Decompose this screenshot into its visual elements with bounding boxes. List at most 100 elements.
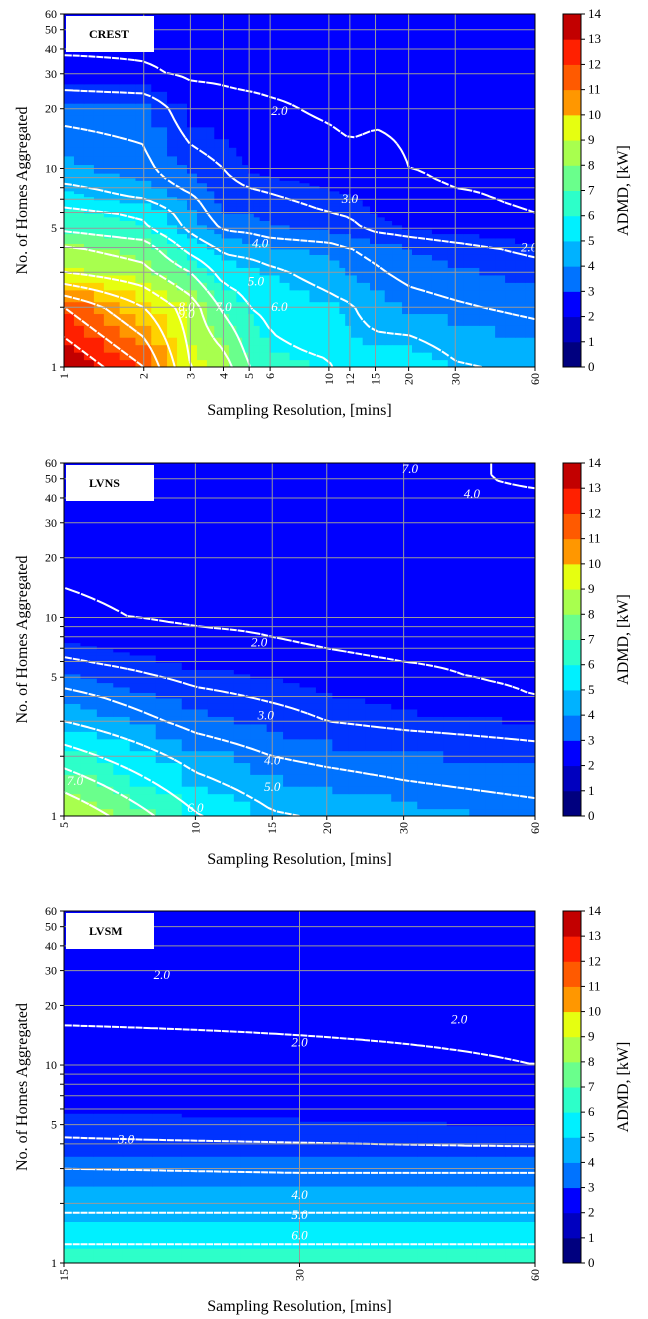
heatmap-cell — [113, 634, 131, 638]
heatmap-cell — [469, 563, 487, 577]
heatmap-cell — [283, 658, 301, 663]
heatmap-cell — [93, 190, 105, 195]
heatmap-cell — [329, 196, 340, 201]
heatmap-cell — [339, 188, 346, 192]
heatmap-cell — [345, 289, 352, 303]
heatmap-cell — [339, 254, 346, 261]
heatmap-cell — [167, 44, 178, 51]
heatmap-cell — [122, 1248, 153, 1257]
heatmap-cell — [370, 274, 378, 283]
heatmap-cell — [250, 682, 268, 688]
heatmap-cell — [476, 1163, 507, 1172]
heatmap-cell — [167, 83, 178, 92]
heatmap-cell — [103, 213, 121, 218]
heatmap-cell — [351, 259, 358, 268]
heatmap-cell — [80, 642, 98, 647]
heatmap-cell — [283, 493, 301, 500]
heatmap-cell — [345, 21, 352, 27]
heatmap-cell — [485, 624, 503, 628]
heatmap-cell — [431, 50, 449, 57]
colorbar-tick-label: 12 — [588, 56, 601, 71]
heatmap-cell — [299, 1096, 359, 1100]
heatmap-cell — [155, 634, 183, 638]
heatmap-cell — [247, 289, 255, 303]
heatmap-cell — [129, 703, 157, 710]
heatmap-cell — [402, 61, 413, 70]
heatmap-cell — [228, 164, 237, 174]
heatmap-cell — [155, 678, 183, 684]
heatmap-cell — [345, 19, 352, 23]
heatmap-cell — [515, 55, 526, 62]
heatmap-cell — [370, 76, 378, 85]
heatmap-cell — [177, 289, 188, 303]
heatmap-cell — [505, 61, 516, 70]
heatmap-cell — [250, 645, 268, 650]
heatmap-cell — [431, 199, 449, 204]
heatmap-cell — [236, 199, 243, 204]
heatmap-cell — [447, 17, 465, 21]
heatmap-cell — [93, 1125, 124, 1131]
heatmap-cell — [103, 359, 121, 367]
heatmap-cell — [73, 237, 85, 244]
heatmap-cell — [283, 662, 301, 667]
heatmap-cell — [269, 182, 281, 186]
heatmap-cell — [309, 233, 321, 239]
heatmap-cell — [266, 466, 284, 470]
heatmap-cell — [443, 510, 470, 519]
heatmap-cell — [247, 126, 255, 140]
heatmap-cell — [351, 199, 358, 204]
y-tick-label: 40 — [45, 491, 57, 505]
heatmap-cell — [186, 313, 198, 326]
heatmap-cell — [402, 19, 413, 23]
heatmap-cell — [299, 626, 317, 630]
heatmap-cell — [518, 540, 535, 553]
heatmap-cell — [431, 344, 449, 353]
heatmap-cell — [329, 254, 340, 261]
heatmap-cell — [402, 344, 413, 353]
heatmap-cell — [345, 76, 352, 85]
heatmap-cell — [319, 243, 331, 250]
heatmap-cell — [266, 762, 284, 775]
heatmap-cell — [315, 587, 333, 597]
heatmap-cell — [315, 673, 333, 679]
heatmap-cell — [431, 259, 449, 268]
heatmap-cell — [315, 774, 333, 787]
heatmap-cell — [421, 50, 433, 57]
heatmap-cell — [266, 801, 284, 810]
heatmap-cell — [151, 205, 168, 211]
heatmap-cell — [417, 750, 444, 764]
heatmap-cell — [391, 587, 418, 597]
heatmap-cell — [518, 634, 535, 638]
heatmap-cell — [242, 182, 249, 186]
heatmap-cell — [269, 202, 281, 207]
colorbar-band — [563, 715, 581, 741]
heatmap-cell — [240, 1102, 301, 1107]
heatmap-cell — [113, 552, 131, 565]
heatmap-cell — [242, 301, 249, 315]
heatmap-cell — [289, 177, 301, 181]
heatmap-cell — [421, 147, 433, 157]
heatmap-cell — [402, 39, 413, 46]
heatmap-cell — [443, 723, 470, 732]
heatmap-cell — [247, 180, 255, 184]
heatmap-cell — [228, 21, 237, 27]
heatmap-cell — [392, 224, 403, 230]
heatmap-cell — [299, 613, 317, 623]
heatmap-cell — [309, 164, 321, 174]
heatmap-cell — [279, 147, 291, 157]
heatmap-cell — [377, 224, 386, 230]
heatmap-cell — [417, 1109, 448, 1114]
heatmap-cell — [289, 173, 301, 177]
heatmap-cell — [266, 622, 284, 626]
heatmap-cell — [269, 282, 281, 291]
heatmap-cell — [155, 470, 183, 476]
heatmap-cell — [96, 678, 114, 684]
x-tick-label: 20 — [402, 373, 416, 385]
heatmap-cell — [417, 1102, 448, 1107]
heatmap-cell — [351, 147, 358, 157]
heatmap-cell — [129, 648, 157, 653]
heatmap-cell — [228, 359, 237, 367]
heatmap-cell — [479, 209, 496, 214]
heatmap-cell — [391, 624, 418, 628]
heatmap-cell — [495, 182, 506, 186]
